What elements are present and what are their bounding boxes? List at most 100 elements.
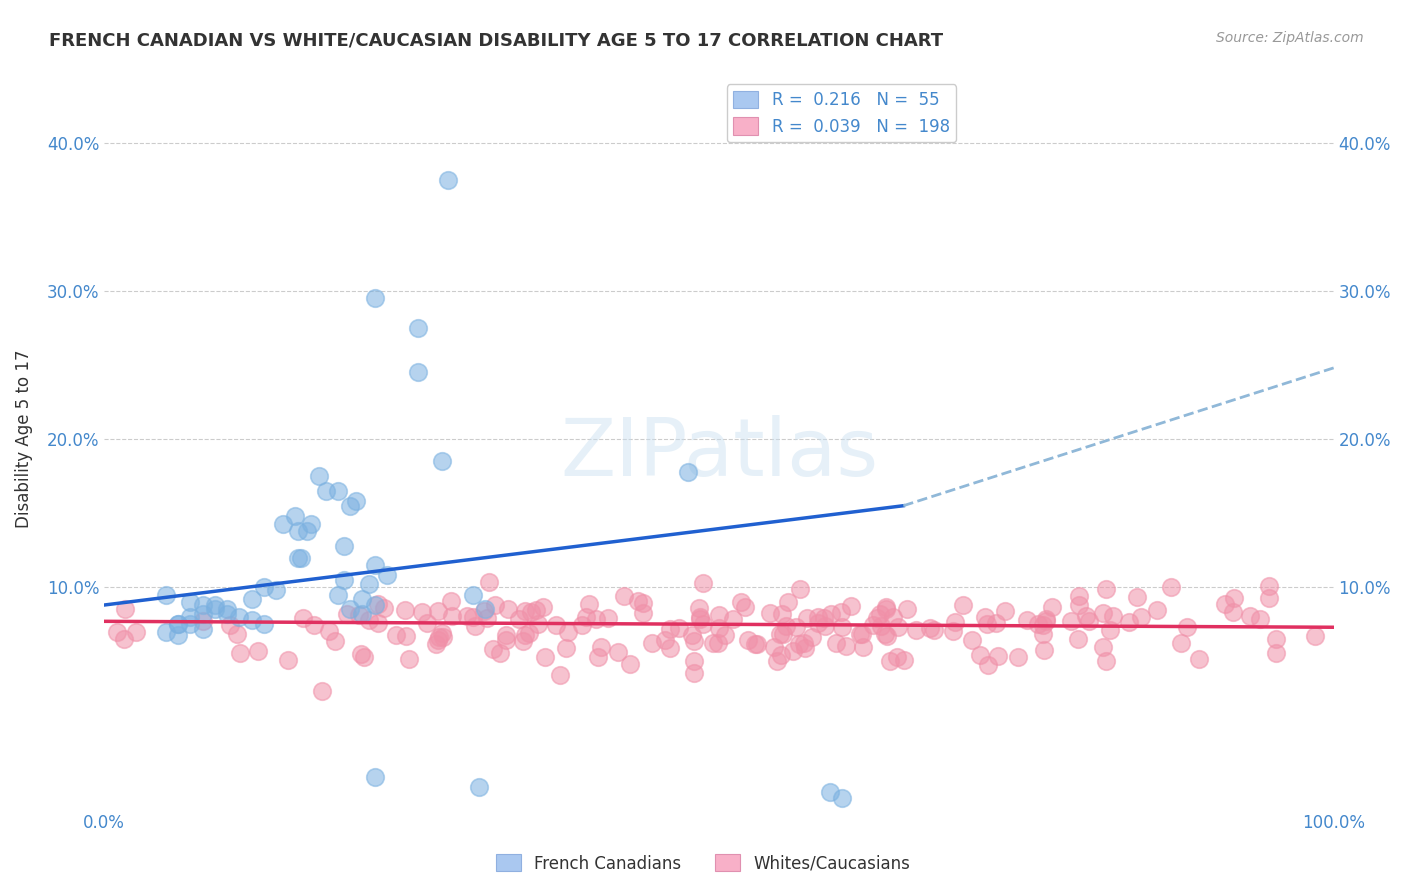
Point — [179, 610, 201, 624]
Point — [1222, 591, 1244, 606]
Point — [311, 684, 333, 698]
Point — [1098, 624, 1121, 638]
Point — [191, 607, 214, 621]
Point — [869, 607, 891, 621]
Point — [942, 624, 965, 639]
Point — [862, 617, 884, 632]
Point — [478, 574, 501, 589]
Point — [1095, 582, 1118, 597]
Point — [876, 629, 898, 643]
Point — [793, 636, 815, 650]
Point — [474, 602, 496, 616]
Point — [789, 582, 811, 596]
Point — [806, 610, 828, 624]
Point — [1067, 598, 1090, 612]
Point — [1091, 640, 1114, 655]
Point — [1177, 620, 1199, 634]
Point — [759, 607, 782, 621]
Point — [508, 612, 530, 626]
Point — [304, 618, 326, 632]
Point — [801, 630, 824, 644]
Point — [531, 599, 554, 614]
Point — [654, 632, 676, 647]
Point — [807, 616, 830, 631]
Point — [357, 577, 380, 591]
Point — [308, 469, 330, 483]
Point — [425, 637, 447, 651]
Point — [813, 610, 835, 624]
Point — [873, 626, 896, 640]
Point — [776, 595, 799, 609]
Point — [495, 628, 517, 642]
Point — [830, 605, 852, 619]
Point — [339, 499, 361, 513]
Point — [896, 602, 918, 616]
Point — [266, 583, 288, 598]
Point — [875, 601, 897, 615]
Point — [124, 625, 146, 640]
Point — [1060, 615, 1083, 629]
Point — [682, 633, 704, 648]
Point — [723, 612, 745, 626]
Point — [769, 627, 792, 641]
Point — [204, 598, 226, 612]
Point — [994, 605, 1017, 619]
Point — [155, 588, 177, 602]
Point — [918, 621, 941, 635]
Point — [287, 524, 309, 538]
Point — [333, 539, 356, 553]
Point — [1146, 603, 1168, 617]
Point — [219, 618, 242, 632]
Point — [1026, 616, 1049, 631]
Point — [440, 609, 463, 624]
Point — [658, 622, 681, 636]
Point — [596, 611, 619, 625]
Point — [347, 608, 370, 623]
Point — [575, 609, 598, 624]
Point — [364, 558, 387, 572]
Point — [737, 632, 759, 647]
Point — [1257, 591, 1279, 605]
Point — [406, 365, 429, 379]
Point — [1032, 643, 1054, 657]
Point — [1017, 613, 1039, 627]
Text: ZIPatlas: ZIPatlas — [560, 415, 877, 493]
Point — [339, 602, 361, 616]
Point — [692, 575, 714, 590]
Point — [589, 640, 612, 655]
Point — [905, 624, 928, 638]
Point — [398, 652, 420, 666]
Point — [1069, 589, 1091, 603]
Point — [631, 596, 654, 610]
Point — [512, 633, 534, 648]
Point — [416, 615, 439, 630]
Point — [689, 612, 711, 626]
Point — [1170, 635, 1192, 649]
Point — [762, 640, 785, 654]
Point — [112, 632, 135, 647]
Point — [167, 617, 190, 632]
Point — [373, 600, 395, 615]
Point — [745, 637, 768, 651]
Point — [734, 599, 756, 614]
Point — [627, 594, 650, 608]
Point — [1249, 612, 1271, 626]
Point — [519, 605, 541, 619]
Point — [155, 624, 177, 639]
Point — [515, 628, 537, 642]
Point — [702, 636, 724, 650]
Point — [775, 619, 797, 633]
Point — [1101, 609, 1123, 624]
Point — [1077, 614, 1099, 628]
Point — [228, 610, 250, 624]
Point — [886, 650, 908, 665]
Point — [333, 573, 356, 587]
Point — [426, 603, 449, 617]
Point — [292, 611, 315, 625]
Point — [456, 609, 478, 624]
Point — [969, 648, 991, 662]
Point — [1032, 618, 1054, 632]
Point — [606, 645, 628, 659]
Point — [683, 654, 706, 668]
Point — [482, 642, 505, 657]
